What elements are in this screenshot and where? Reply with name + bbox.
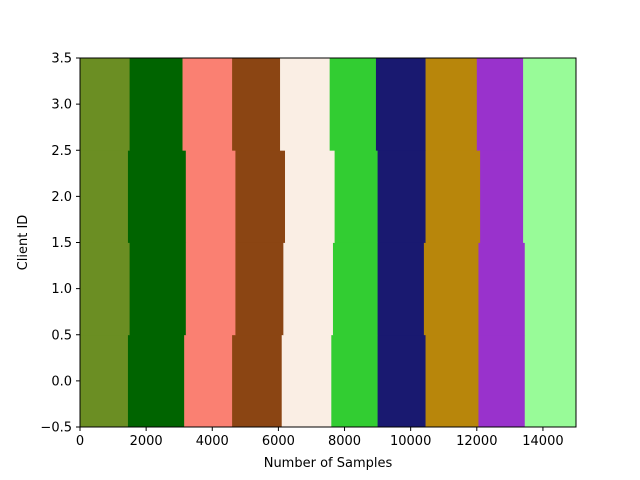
cell-client-3-class-1 xyxy=(129,58,183,151)
cell-client-0-class-6 xyxy=(377,334,426,428)
cell-client-0-class-2 xyxy=(184,334,233,428)
cell-client-3-class-5 xyxy=(329,58,377,151)
cell-client-1-class-9 xyxy=(524,242,577,336)
x-tick-label: 6000 xyxy=(262,434,295,449)
y-tick-label: 1.5 xyxy=(51,236,72,251)
heatmap-cells xyxy=(80,58,577,428)
x-tick-label: 0 xyxy=(76,434,84,449)
cell-client-0-class-5 xyxy=(331,334,378,428)
cell-client-1-class-5 xyxy=(332,242,378,336)
cell-client-0-class-1 xyxy=(127,334,185,428)
cell-client-1-class-7 xyxy=(423,242,479,336)
cell-client-2-class-2 xyxy=(185,150,236,243)
cell-client-2-class-7 xyxy=(425,150,481,243)
x-tick-label: 4000 xyxy=(196,434,229,449)
x-tick-label: 14000 xyxy=(522,434,563,449)
y-tick-label: 2.0 xyxy=(51,190,72,205)
cell-client-0-class-3 xyxy=(232,334,283,428)
y-axis-label: Client ID xyxy=(16,215,31,271)
y-tick-label: 1.0 xyxy=(51,282,72,297)
y-tick-label: 2.5 xyxy=(51,144,72,159)
x-tick-label: 8000 xyxy=(328,434,361,449)
y-tick-label: 3.5 xyxy=(51,52,72,67)
y-tick-label: 0.0 xyxy=(51,374,72,389)
cell-client-2-class-4 xyxy=(285,150,336,243)
cell-client-1-class-1 xyxy=(129,242,187,336)
cell-client-1-class-6 xyxy=(377,242,425,336)
cell-client-0-class-8 xyxy=(478,334,526,428)
cell-client-1-class-3 xyxy=(235,242,284,336)
x-tick-label: 2000 xyxy=(130,434,163,449)
cell-client-3-class-7 xyxy=(425,58,478,151)
x-axis-ticks: 0 2000 4000 6000 8000 10000 12000 14000 xyxy=(76,427,564,449)
cell-client-3-class-8 xyxy=(476,58,524,151)
cell-client-2-class-6 xyxy=(377,150,426,243)
y-tick-label: −0.5 xyxy=(40,421,72,436)
cell-client-3-class-6 xyxy=(375,58,426,151)
cell-client-0-class-0 xyxy=(80,334,129,428)
cell-client-2-class-9 xyxy=(523,150,577,243)
x-tick-label: 10000 xyxy=(390,434,431,449)
cell-client-3-class-0 xyxy=(80,58,130,151)
cell-client-1-class-4 xyxy=(283,242,334,336)
cell-client-1-class-0 xyxy=(80,242,130,336)
cell-client-0-class-4 xyxy=(281,334,332,428)
cell-client-3-class-3 xyxy=(232,58,281,151)
x-tick-label: 12000 xyxy=(456,434,497,449)
x-axis-label: Number of Samples xyxy=(264,456,393,471)
y-axis-ticks: −0.5 0.0 0.5 1.0 1.5 2.0 2.5 3.0 3.5 xyxy=(40,52,80,436)
cell-client-1-class-8 xyxy=(478,242,526,336)
cell-client-1-class-2 xyxy=(185,242,236,336)
cell-client-2-class-3 xyxy=(235,150,286,243)
cell-client-2-class-8 xyxy=(480,150,524,243)
y-tick-label: 0.5 xyxy=(51,328,72,343)
cell-client-3-class-9 xyxy=(523,58,577,151)
cell-client-2-class-1 xyxy=(127,150,187,243)
cell-client-3-class-2 xyxy=(182,58,233,151)
cell-client-3-class-4 xyxy=(280,58,331,151)
cell-client-2-class-5 xyxy=(334,150,378,243)
y-tick-label: 3.0 xyxy=(51,98,72,113)
cell-client-2-class-0 xyxy=(80,150,129,243)
cell-client-0-class-9 xyxy=(524,334,577,428)
cell-client-0-class-7 xyxy=(425,334,479,428)
